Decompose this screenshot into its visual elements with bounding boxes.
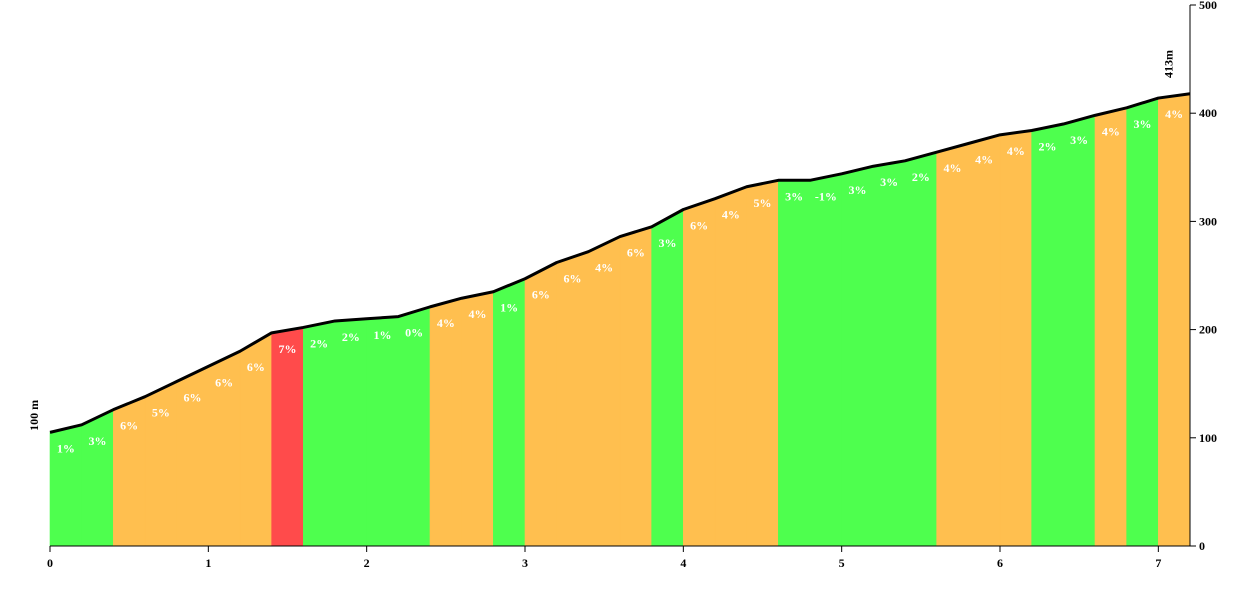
grade-label: 6% [184,391,202,405]
grade-segment [746,179,779,547]
grade-label: 4% [975,152,993,166]
grade-segment [968,134,1001,547]
grade-label: 2% [310,336,328,350]
grade-segment [1031,123,1064,547]
grade-segment [366,316,399,547]
x-tick-label: 1 [205,556,211,570]
grade-segment [809,173,842,547]
end-elevation-label: 413m [1161,50,1175,78]
grade-segment [398,306,431,547]
grade-labels: 1% 3% 6% 5% 6% 6% 6% 7% 2% 2% 1% 0% 4% 4% 1% 6% 6% 4% 6% 3%… [57,107,1183,455]
grade-segment [683,198,716,547]
x-tick-label: 4 [680,556,686,570]
x-tick-label: 3 [522,556,528,570]
grade-segment [999,130,1032,547]
grade-label: 4% [722,208,740,222]
grade-segment [556,251,589,547]
grade-segments [49,93,1191,547]
grade-label: 4% [1165,107,1183,121]
y-tick-label: 500 [1199,0,1217,12]
grade-segment [651,208,684,547]
grade-segment [588,236,621,547]
grade-label: 6% [215,375,233,389]
grade-segment [904,151,937,547]
grade-label: 4% [437,316,455,330]
grade-segment [303,320,336,547]
x-axis: 0 1 2 3 4 5 6 7 [47,545,1190,570]
y-tick-label: 100 [1199,431,1217,445]
grade-label: 7% [279,342,297,356]
x-tick-label: 7 [1155,556,1161,570]
grade-label: 4% [1102,124,1120,138]
grade-label: 0% [405,326,423,340]
y-tick-label: 200 [1199,323,1217,337]
grade-label: 1% [500,301,518,315]
grade-label: 3% [1070,133,1088,147]
grade-label: 1% [374,328,392,342]
grade-label: 3% [1134,117,1152,131]
grade-label: 6% [690,218,708,232]
grade-label: 4% [944,161,962,175]
grade-segment [1063,114,1096,547]
y-axis: 0 100 200 300 400 500 [1189,0,1217,553]
grade-segment [841,165,874,547]
grade-segment [461,291,494,547]
grade-label: 2% [1039,140,1057,154]
grade-label: 4% [1007,144,1025,158]
grade-segment [778,179,811,547]
grade-label: 3% [785,189,803,203]
grade-segment [873,160,906,547]
grade-label: 6% [564,272,582,286]
start-elevation-label: 100 m [27,400,41,431]
grade-segment [493,278,526,547]
grade-label: 2% [342,330,360,344]
y-tick-label: 300 [1199,214,1217,228]
x-tick-label: 6 [997,556,1003,570]
grade-segment [1094,107,1127,547]
grade-segment [1158,93,1191,547]
grade-label: 6% [532,288,550,302]
grade-label: -1% [815,189,837,203]
grade-label: 1% [57,441,75,455]
grade-label: 6% [247,360,265,374]
grade-label: 3% [89,434,107,448]
grade-label: 3% [659,236,677,250]
grade-label: 3% [880,175,898,189]
x-tick-label: 5 [839,556,845,570]
y-tick-label: 400 [1199,106,1217,120]
grade-label: 6% [627,246,645,260]
grade-label: 4% [595,261,613,275]
grade-segment [714,186,747,547]
grade-segment [429,297,462,547]
grade-segment [334,318,367,547]
x-tick-label: 0 [47,556,53,570]
grade-segment [619,226,652,547]
elevation-profile-line [49,92,1191,434]
grade-segment [81,409,114,547]
grade-label: 5% [152,406,170,420]
y-tick-label: 0 [1199,539,1205,553]
x-tick-label: 2 [364,556,370,570]
grade-label: 5% [754,196,772,210]
grade-label: 3% [849,183,867,197]
grade-label: 6% [120,419,138,433]
grade-segment [936,143,969,547]
grade-segment [524,262,557,547]
grade-label: 2% [912,170,930,184]
grade-label: 4% [469,307,487,321]
grade-segment [271,327,304,547]
grade-segment [1126,97,1159,547]
